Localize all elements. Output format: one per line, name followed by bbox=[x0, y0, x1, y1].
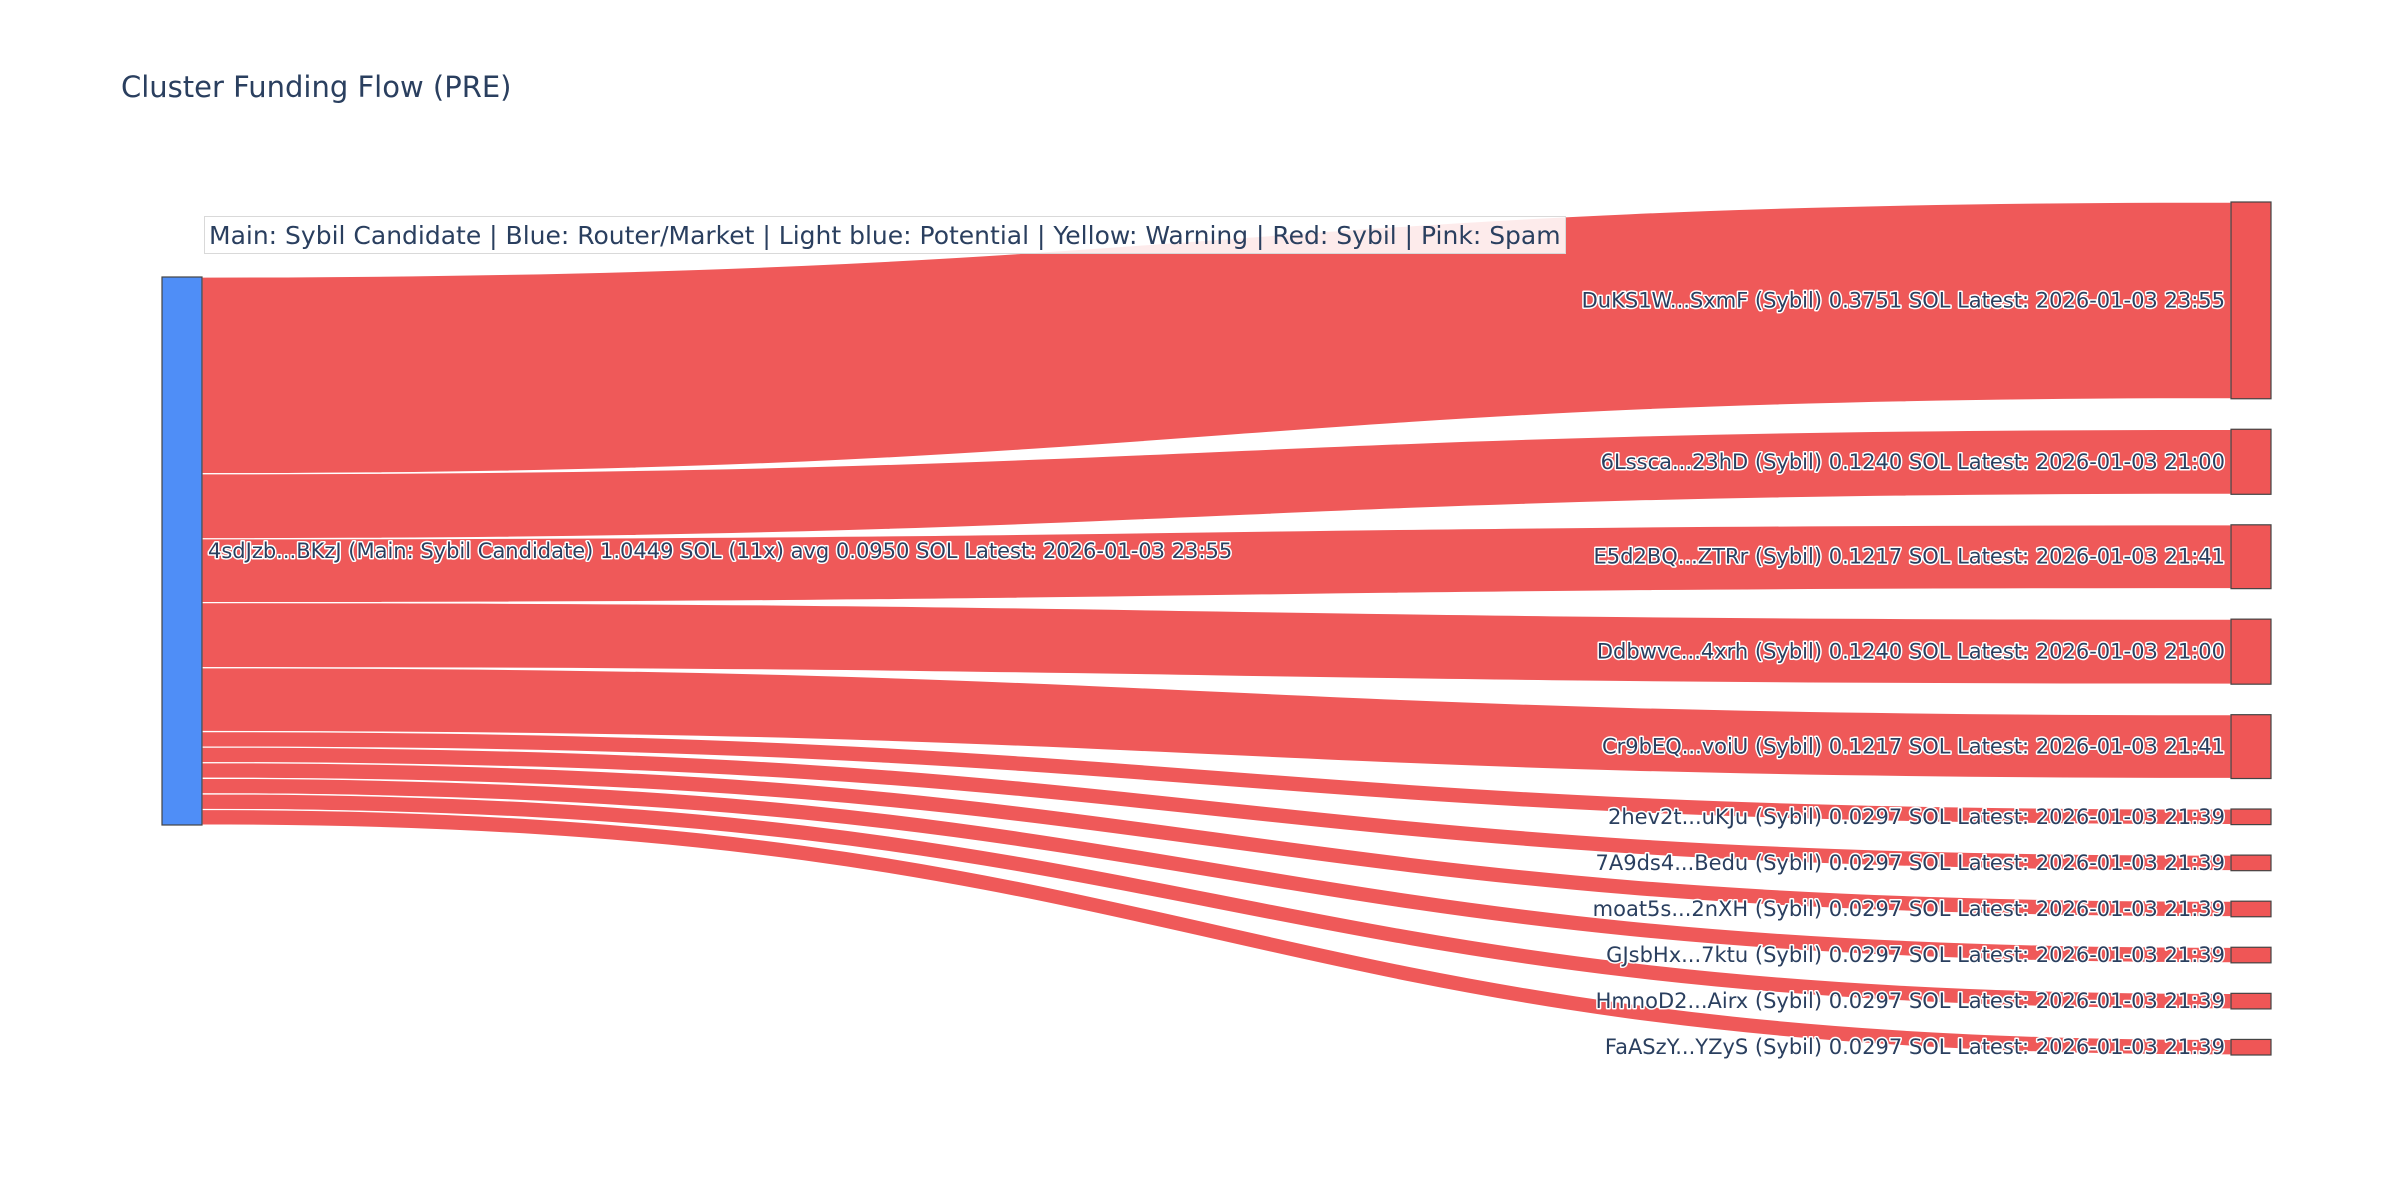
target-label-DuKS1W...SxmF: DuKS1W...SxmF (Sybil) 0.3751 SOL Latest:… bbox=[1582, 288, 2225, 312]
target-node-HmnoD2...Airx[interactable] bbox=[2230, 992, 2272, 1010]
target-node-6Lssca...23hD[interactable] bbox=[2230, 428, 2272, 495]
target-node-7A9ds4...Bedu[interactable] bbox=[2230, 854, 2272, 872]
target-node-moat5s...2nXH[interactable] bbox=[2230, 900, 2272, 918]
sankey-labels: DuKS1W...SxmF (Sybil) 0.3751 SOL Latest:… bbox=[207, 287, 2227, 1061]
target-node-2hev2t...uKJu[interactable] bbox=[2230, 808, 2272, 826]
target-node-Ddbwvc...4xrh[interactable] bbox=[2230, 618, 2272, 685]
target-label-Ddbwvc...4xrh: Ddbwvc...4xrh (Sybil) 0.1240 SOL Latest:… bbox=[1597, 640, 2225, 664]
target-node-E5d2BQ...ZTRr[interactable] bbox=[2230, 524, 2272, 590]
target-node-GJsbHx...7ktu[interactable] bbox=[2230, 946, 2272, 964]
sankey-links bbox=[201, 201, 2232, 1056]
target-label-E5d2BQ...ZTRr: E5d2BQ...ZTRr (Sybil) 0.1217 SOL Latest:… bbox=[1594, 545, 2226, 569]
target-label-2hev2t...uKJu: 2hev2t...uKJu (Sybil) 0.0297 SOL Latest:… bbox=[1608, 805, 2225, 829]
sankey-nodes bbox=[161, 201, 2272, 1056]
target-label-FaASzY...YZyS: FaASzY...YZyS (Sybil) 0.0297 SOL Latest:… bbox=[1605, 1035, 2225, 1059]
legend-note: Main: Sybil Candidate | Blue: Router/Mar… bbox=[204, 216, 1566, 254]
target-node-FaASzY...YZyS[interactable] bbox=[2230, 1038, 2272, 1056]
source-label: 4sdJzb...BKzJ (Main: Sybil Candidate) 1.… bbox=[208, 539, 1232, 563]
target-label-Cr9bEQ...voiU: Cr9bEQ...voiU (Sybil) 0.1217 SOL Latest:… bbox=[1602, 735, 2225, 759]
target-label-moat5s...2nXH: moat5s...2nXH (Sybil) 0.0297 SOL Latest:… bbox=[1593, 897, 2225, 921]
target-label-GJsbHx...7ktu: GJsbHx...7ktu (Sybil) 0.0297 SOL Latest:… bbox=[1606, 943, 2225, 967]
target-node-DuKS1W...SxmF[interactable] bbox=[2230, 201, 2272, 400]
target-label-6Lssca...23hD: 6Lssca...23hD (Sybil) 0.1240 SOL Latest:… bbox=[1601, 450, 2225, 474]
target-label-7A9ds4...Bedu: 7A9ds4...Bedu (Sybil) 0.0297 SOL Latest:… bbox=[1596, 851, 2225, 875]
source-node[interactable] bbox=[161, 276, 203, 826]
target-label-HmnoD2...Airx: HmnoD2...Airx (Sybil) 0.0297 SOL Latest:… bbox=[1596, 989, 2225, 1013]
target-node-Cr9bEQ...voiU[interactable] bbox=[2230, 714, 2272, 780]
chart-title: Cluster Funding Flow (PRE) bbox=[121, 70, 512, 104]
